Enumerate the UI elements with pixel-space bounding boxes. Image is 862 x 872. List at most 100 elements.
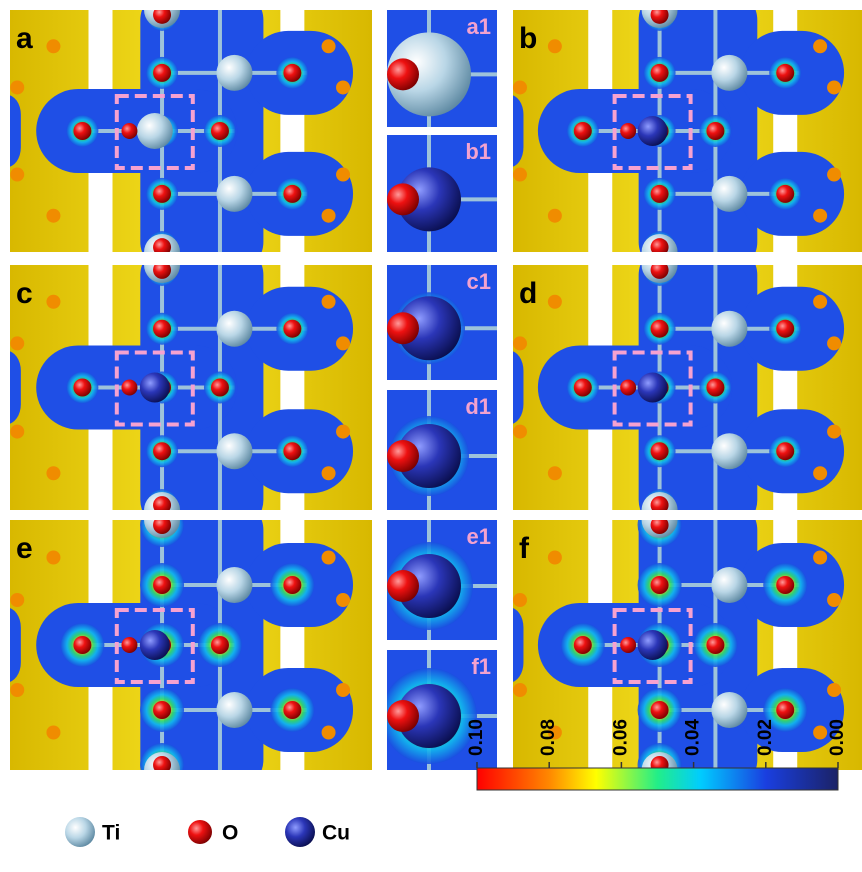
orange-atom [513,683,527,697]
orange-atom [813,466,828,481]
O-atom [153,319,172,338]
O-atom [620,123,637,139]
panel-label: c [16,277,33,310]
Cu-atom [397,424,461,488]
panel [10,520,372,770]
blob [513,95,524,167]
orange-atom [547,466,562,481]
Ti-atom [711,692,748,728]
panel [513,265,862,510]
O-atom [73,378,92,397]
Ti-atom [216,310,253,347]
orange-atom [827,683,842,697]
legend-label: Cu [322,822,350,845]
O-atom [121,637,138,653]
zoom-panel [387,650,497,770]
zoom-label: e1 [467,524,491,549]
Ti-atom [711,567,748,603]
O-atom [650,520,669,534]
orange-atom [10,336,25,351]
O-atom [776,701,795,719]
colorbar-tick-label: 0.00 [827,719,848,756]
orange-atom [321,466,336,481]
colorbar-tick-label: 0.02 [755,719,776,756]
orange-atom [336,80,351,95]
zoom-panel [387,390,497,510]
O-atom [153,496,172,510]
orange-atom [10,167,25,182]
Ti-atom [65,817,95,847]
O-atom [283,442,302,461]
O-atom [620,637,637,653]
O-atom [210,636,229,654]
orange-atom [513,80,527,95]
O-atom [650,184,669,203]
O-atom [283,576,302,594]
panel [513,10,862,252]
orange-atom [336,336,351,351]
orange-atom [813,39,828,54]
orange-atom [813,725,828,740]
colorbar-tick-label: 0.04 [683,719,704,756]
Cu-atom [637,630,668,660]
O-atom [620,379,637,396]
highlight-box [114,94,195,170]
orange-atom [10,80,25,95]
orange-atom [46,39,61,54]
O-atom [153,442,172,461]
O-atom [387,183,419,216]
orange-atom [827,424,842,439]
Ti-atom [216,692,253,728]
O-atom [573,378,592,397]
blob [10,351,21,424]
highlight-box [114,350,195,427]
O-atom [650,701,669,719]
orange-atom [827,80,842,95]
O-atom [153,265,172,279]
highlight-box [612,94,693,170]
Ti-atom [136,113,173,149]
Cu-atom [637,116,668,146]
O-atom [387,312,419,345]
O-atom [776,442,795,461]
Ti-atom [711,433,748,470]
O-atom [650,319,669,338]
O-atom [153,756,172,770]
O-atom [283,319,302,338]
O-atom [706,122,725,140]
orange-atom [813,550,828,565]
zoom-panel [387,135,497,252]
O-atom [73,122,92,140]
O-atom [153,10,172,24]
orange-atom [321,550,336,565]
zoom-panel [387,520,497,640]
orange-atom [10,683,25,697]
orange-atom [547,725,562,740]
colorbar [476,767,839,791]
orange-atom [513,336,527,351]
orange-atom [513,167,527,182]
zoom-label: a1 [467,14,491,39]
orange-atom [46,294,61,309]
O-atom [387,700,419,732]
zoom-panel [387,265,497,380]
orange-atom [547,208,562,223]
O-atom [387,440,419,472]
O-atom [121,379,138,396]
O-atom [650,576,669,594]
blob [513,608,524,682]
orange-atom [46,725,61,740]
panel-label: b [519,22,537,55]
O-atom [573,122,592,140]
O-atom [706,378,725,397]
panel-label: f [519,532,530,565]
O-atom [387,58,419,91]
Cu-atom [139,372,170,403]
highlight-box [612,608,693,684]
zoom-label: d1 [465,394,491,419]
orange-atom [813,294,828,309]
O-atom [776,319,795,338]
blob [513,351,524,424]
O-atom [121,123,138,139]
orange-atom [513,593,527,607]
